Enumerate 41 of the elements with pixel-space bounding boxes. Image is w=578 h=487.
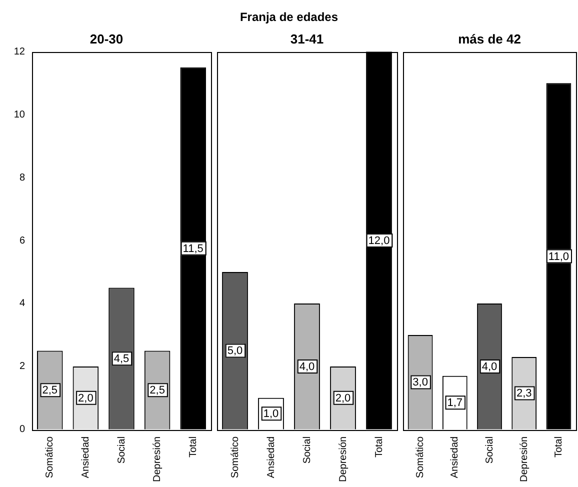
data-label: 4,0 [299, 360, 315, 373]
x-tick-label: Social [302, 436, 313, 464]
y-tick-label: 12 [14, 46, 26, 58]
chart-title: 20-30 [90, 31, 124, 46]
x-tick-label: Depresión [338, 436, 349, 482]
x-tick-label: Somático [415, 436, 426, 478]
data-label: 4,0 [482, 360, 498, 373]
x-tick-label: Social [484, 436, 496, 464]
x-tick-label: Depresión [518, 436, 530, 482]
data-label: 2,5 [150, 384, 165, 397]
x-tick-label: Social [116, 436, 128, 464]
y-tick-label: 6 [19, 235, 26, 246]
data-label: 2,0 [78, 392, 94, 404]
text: Franja de edades [240, 10, 338, 24]
y-tick-label: 4 [19, 298, 26, 310]
x-tick-label: Ansiedad [80, 436, 92, 478]
data-label: 12,0 [368, 235, 390, 248]
data-label: 2,5 [42, 384, 58, 397]
y-tick-label: 2 [19, 361, 26, 372]
data-label: 1,0 [263, 408, 279, 420]
chart-title: 31-41 [290, 31, 324, 46]
data-label: 3,0 [412, 376, 428, 389]
x-tick-label: Somático [230, 436, 241, 478]
y-tick-label: 8 [19, 172, 26, 184]
x-tick-label: Total [374, 436, 385, 458]
chart-title: más de 42 [458, 31, 521, 46]
x-tick-label: Depresión [152, 436, 164, 482]
data-label: 2,3 [516, 388, 532, 400]
data-label: 11,0 [548, 250, 569, 263]
data-label: 11,5 [182, 242, 204, 255]
y-tick-label: 0 [19, 424, 26, 436]
x-tick-label: Ansiedad [266, 436, 277, 478]
data-label: 2,0 [335, 392, 351, 404]
y-tick-label: 10 [14, 109, 26, 120]
x-tick-label: Ansiedad [450, 436, 461, 478]
x-tick-label: Total [553, 436, 564, 458]
data-label: 4,5 [114, 353, 130, 366]
x-tick-label: Somático [44, 436, 56, 478]
x-tick-label: Total [188, 436, 199, 458]
data-label: 5,0 [227, 345, 243, 358]
data-label: 1,7 [447, 397, 463, 410]
